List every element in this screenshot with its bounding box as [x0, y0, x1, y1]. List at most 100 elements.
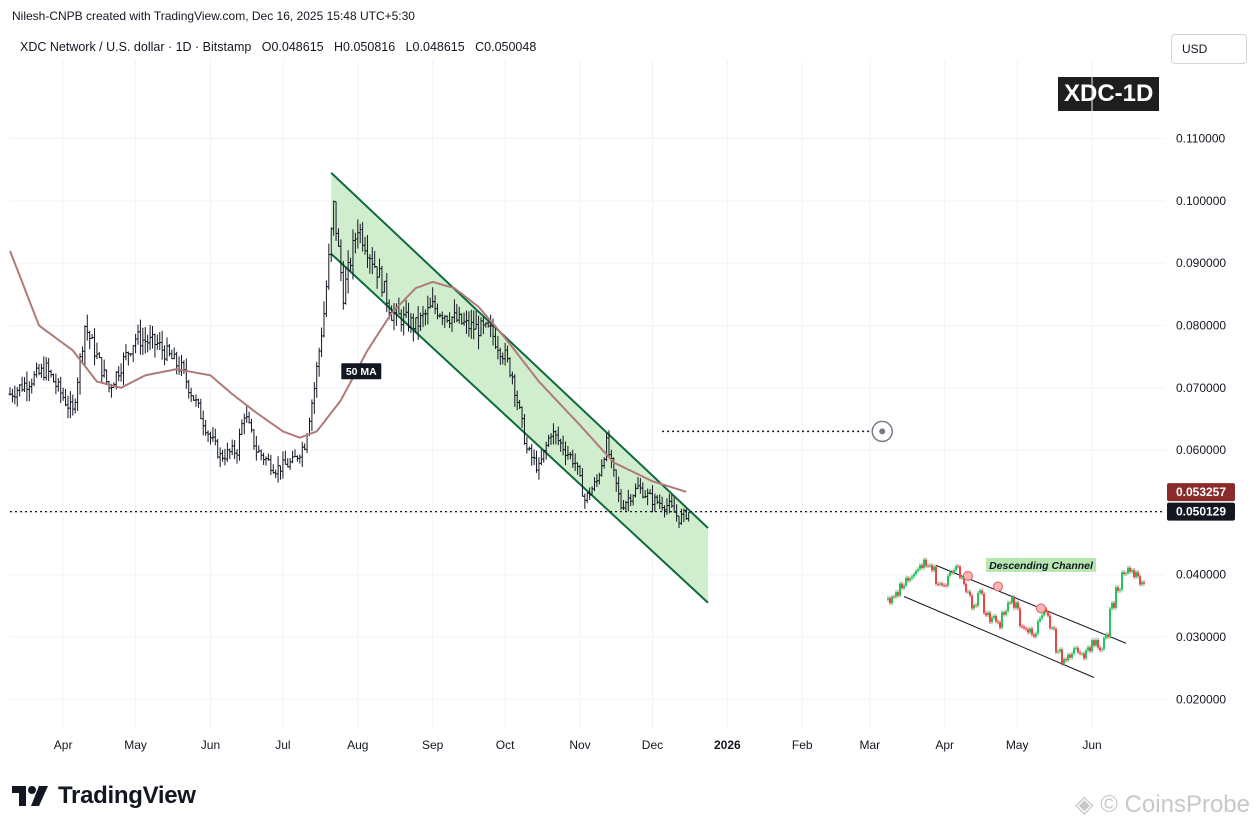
currency-selector[interactable]: USD — [1171, 34, 1247, 64]
inset-candle — [889, 596, 891, 606]
candle — [221, 449, 225, 462]
inset-candle — [1065, 657, 1067, 663]
inset-candle — [1101, 647, 1103, 653]
inset-candle — [1071, 651, 1073, 660]
inset-candle — [1077, 645, 1079, 655]
inset-body — [1141, 582, 1143, 585]
candle — [264, 456, 268, 466]
inset-body — [1081, 653, 1083, 655]
candle — [10, 388, 14, 403]
inset-body — [1019, 608, 1021, 627]
price-chart[interactable]: 50 MA Descending Channel 0.110000 0.10000… — [0, 32, 1260, 762]
inset-body — [1143, 582, 1145, 584]
candle — [177, 356, 181, 375]
candle — [39, 363, 43, 378]
inset-candle — [1001, 610, 1003, 630]
y-tick-label: 0.060000 — [1176, 443, 1226, 457]
inset-body — [1005, 611, 1007, 615]
inset-body — [943, 585, 945, 587]
candle — [240, 419, 244, 436]
inset-candle — [895, 590, 897, 599]
inset-body — [1017, 602, 1019, 609]
inset-candle — [1131, 568, 1133, 574]
inset-body — [933, 566, 935, 571]
inset-body — [1039, 618, 1041, 622]
inset-candle — [1031, 626, 1033, 637]
inset-body — [1103, 638, 1105, 650]
inset-body — [999, 622, 1001, 628]
candle — [283, 450, 287, 465]
candle — [117, 366, 121, 382]
x-tick-label: May — [124, 738, 147, 752]
candle — [187, 379, 191, 399]
inset-candle — [985, 611, 987, 618]
inset-body — [1051, 627, 1053, 629]
candle — [279, 465, 283, 480]
inset-body — [977, 593, 979, 606]
inset-body — [1041, 615, 1043, 619]
inset-candle — [989, 610, 991, 624]
inset-body — [1087, 647, 1089, 651]
x-tick-label: Mar — [859, 738, 880, 752]
inset-candle — [1107, 632, 1109, 640]
y-tick-label: 0.020000 — [1176, 692, 1226, 706]
inset-body — [1069, 654, 1071, 658]
inset-candle — [931, 563, 933, 573]
inset-body — [989, 612, 991, 622]
chart-area[interactable]: 50 MA Descending Channel 0.110000 0.10000… — [0, 32, 1260, 762]
candle — [532, 449, 536, 466]
inset-body — [975, 605, 977, 607]
inset-candle — [1067, 652, 1069, 663]
inset-candle — [981, 588, 983, 596]
inset-body — [915, 571, 917, 575]
inset-candle — [935, 564, 937, 586]
inset-candle — [1091, 638, 1093, 654]
channel-lower-line — [330, 253, 709, 604]
inset-body — [965, 583, 967, 592]
y-tick-label: 0.070000 — [1176, 381, 1226, 395]
candle — [225, 442, 229, 462]
inset-body — [889, 598, 891, 604]
inset-body — [955, 566, 957, 571]
inset-candle — [1121, 570, 1123, 592]
candle — [49, 369, 53, 378]
inset-body — [1093, 640, 1095, 646]
inset-candle — [1111, 600, 1113, 611]
candle — [136, 324, 140, 345]
ma-50-line — [9, 250, 687, 493]
inset-body — [1011, 597, 1013, 603]
candle — [583, 493, 587, 509]
inset-body — [1001, 612, 1003, 628]
inset-candle — [959, 564, 961, 580]
ohlc-high: H0.050816 — [334, 40, 396, 54]
candle — [158, 332, 162, 350]
candle — [167, 343, 171, 357]
inset-body — [1057, 651, 1059, 653]
candle — [312, 382, 316, 414]
ma-price-label: 0.053257 — [1176, 485, 1226, 499]
tradingview-logo[interactable]: TradingView — [12, 782, 196, 810]
inset-candle — [1033, 632, 1035, 639]
inset-body — [963, 577, 965, 584]
candle — [204, 419, 208, 436]
ohlc-open: O0.048615 — [261, 40, 324, 54]
inset-body — [1075, 647, 1077, 649]
inset-candle — [1025, 626, 1027, 632]
inset-body — [1117, 587, 1119, 591]
inset-candle — [897, 590, 899, 598]
candle — [254, 435, 258, 461]
inset-candle — [1023, 624, 1025, 631]
ohlc-low: L0.048615 — [405, 40, 465, 54]
inset-body — [1007, 602, 1009, 612]
candle — [281, 451, 285, 479]
inset-candle — [983, 591, 985, 616]
ma-label-box — [341, 363, 382, 380]
inset-body — [1031, 628, 1033, 635]
inset-candle — [1109, 606, 1111, 640]
inset-body — [901, 583, 903, 589]
inset-candle — [975, 603, 977, 608]
candle — [30, 378, 34, 394]
inset-body — [891, 596, 893, 604]
y-tick-label: 0.110000 — [1176, 132, 1225, 146]
inset-body — [945, 585, 947, 587]
